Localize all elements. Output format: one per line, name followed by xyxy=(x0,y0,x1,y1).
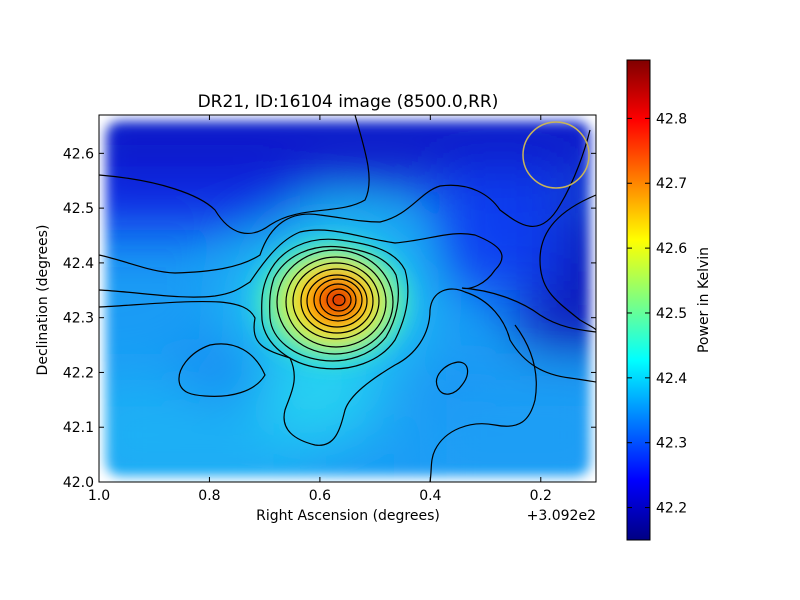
y-tick-label: 42.6 xyxy=(63,146,94,162)
y-axis-ticks: 42.0 42.1 42.2 42.3 42.4 42.5 42.6 xyxy=(63,146,596,491)
contour-lines xyxy=(99,115,596,482)
colorbar-tick-label: 42.4 xyxy=(656,371,687,387)
colorbar-tick-label: 42.5 xyxy=(656,306,687,322)
x-tick-label: 0.2 xyxy=(530,488,552,504)
colorbar-gradient xyxy=(626,59,651,541)
y-tick-label: 42.2 xyxy=(63,365,94,381)
colorbar-tick-label: 42.2 xyxy=(656,501,687,517)
x-axis-ticks: 1.0 0.8 0.6 0.4 0.2 xyxy=(88,115,552,504)
x-axis-offset-label: +3.092e2 xyxy=(527,508,596,524)
beam-circle xyxy=(522,121,590,189)
colorbar-tick-label: 42.3 xyxy=(656,436,687,452)
x-axis-label: Right Ascension (degrees) xyxy=(256,508,440,524)
colorbar-tick-label: 42.6 xyxy=(656,241,687,257)
y-tick-label: 42.1 xyxy=(63,420,94,436)
colorbar-ticks: 42.2 42.3 42.4 42.5 42.6 42.7 42.8 xyxy=(627,111,687,517)
y-axis-label: Declination (degrees) xyxy=(35,225,51,376)
chart-title: DR21, ID:16104 image (8500.0,RR) xyxy=(198,92,499,112)
y-tick-label: 42.3 xyxy=(63,311,94,327)
plot-frame xyxy=(98,114,597,483)
colorbar-tick-label: 42.8 xyxy=(656,111,687,127)
x-tick-label: 0.4 xyxy=(419,488,441,504)
x-tick-label: 1.0 xyxy=(88,488,110,504)
heatmap-image xyxy=(99,115,596,482)
colorbar-tick-label: 42.7 xyxy=(656,176,687,192)
colorbar: 42.2 42.3 42.4 42.5 42.6 42.7 42.8 Power in Ke… xyxy=(626,59,712,541)
colorbar-label: Power in Kelvin xyxy=(696,247,712,353)
y-tick-label: 42.0 xyxy=(63,475,94,491)
y-tick-label: 42.4 xyxy=(63,256,94,272)
y-tick-label: 42.5 xyxy=(63,201,94,217)
x-tick-label: 0.8 xyxy=(198,488,220,504)
x-tick-label: 0.6 xyxy=(309,488,331,504)
